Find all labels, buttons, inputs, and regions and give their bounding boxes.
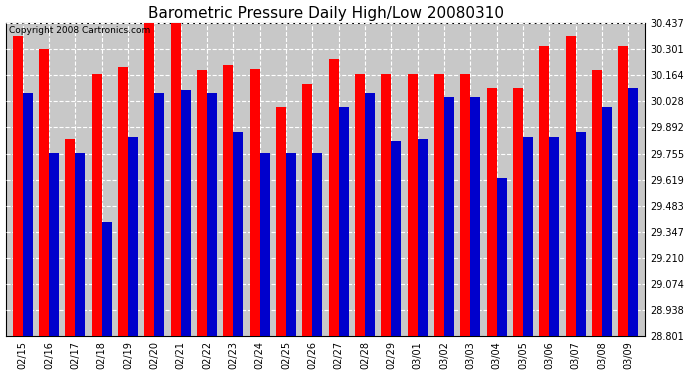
Bar — [75, 153, 86, 336]
Bar — [128, 138, 138, 336]
Bar — [39, 50, 49, 336]
Bar — [66, 140, 75, 336]
Bar — [207, 93, 217, 336]
Bar — [339, 107, 348, 336]
Bar — [540, 45, 549, 336]
Bar — [471, 97, 480, 336]
Bar — [286, 153, 296, 336]
Bar — [497, 178, 506, 336]
Bar — [23, 93, 32, 336]
Bar — [144, 22, 155, 336]
Bar — [155, 93, 164, 336]
Bar — [302, 84, 313, 336]
Bar — [250, 69, 259, 336]
Bar — [101, 222, 112, 336]
Bar — [460, 74, 471, 336]
Bar — [276, 107, 286, 336]
Bar — [259, 153, 270, 336]
Bar — [197, 70, 207, 336]
Bar — [382, 74, 391, 336]
Bar — [602, 107, 612, 336]
Bar — [92, 74, 101, 336]
Bar — [417, 140, 428, 336]
Bar — [49, 153, 59, 336]
Bar — [170, 22, 181, 336]
Bar — [365, 93, 375, 336]
Bar — [12, 36, 23, 336]
Bar — [118, 67, 128, 336]
Bar — [566, 36, 575, 336]
Bar — [486, 88, 497, 336]
Bar — [629, 88, 638, 336]
Bar — [313, 153, 322, 336]
Bar — [328, 59, 339, 336]
Bar — [549, 138, 560, 336]
Bar — [233, 132, 244, 336]
Bar — [224, 64, 233, 336]
Bar — [513, 88, 523, 336]
Bar — [391, 141, 402, 336]
Bar — [355, 74, 365, 336]
Bar — [434, 74, 444, 336]
Title: Barometric Pressure Daily High/Low 20080310: Barometric Pressure Daily High/Low 20080… — [148, 6, 504, 21]
Bar — [181, 90, 190, 336]
Text: Copyright 2008 Cartronics.com: Copyright 2008 Cartronics.com — [9, 26, 150, 35]
Bar — [444, 97, 454, 336]
Bar — [408, 74, 417, 336]
Bar — [523, 138, 533, 336]
Bar — [618, 45, 629, 336]
Bar — [575, 132, 586, 336]
Bar — [592, 70, 602, 336]
